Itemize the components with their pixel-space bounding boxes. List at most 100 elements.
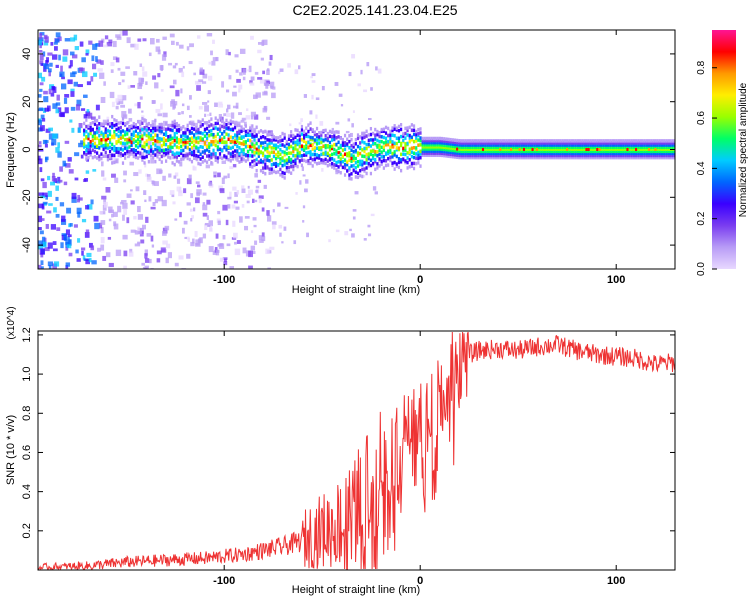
- heatmap-cell: [673, 141, 675, 145]
- heatmap-cell: [650, 153, 653, 158]
- heatmap-cell: [147, 137, 150, 141]
- heatmap-cell: [119, 120, 122, 125]
- heatmap-cell: [180, 134, 183, 138]
- heatmap-cell: [139, 63, 143, 68]
- heatmap-cell: [136, 141, 140, 145]
- heatmap-cell: [219, 243, 223, 246]
- heatmap-cell: [190, 152, 194, 157]
- heatmap-cell: [598, 149, 601, 154]
- heatmap-cell: [47, 190, 52, 197]
- heatmap-cell: [462, 153, 465, 158]
- heatmap-cell: [199, 157, 202, 161]
- heatmap-cell: [357, 83, 361, 87]
- heatmap-cell: [158, 148, 161, 152]
- heatmap-cell: [257, 154, 260, 158]
- heatmap-cell: [624, 149, 627, 154]
- heatmap-cell: [626, 139, 629, 143]
- heatmap-cell: [188, 137, 191, 141]
- heatmap-cell: [121, 153, 125, 157]
- heatmap-cell: [186, 145, 189, 150]
- heatmap-cell: [581, 143, 584, 147]
- heatmap-cell: [234, 149, 237, 153]
- heatmap-cell: [389, 150, 392, 155]
- heatmap-cell: [160, 126, 163, 130]
- heatmap-cell: [161, 199, 167, 207]
- heatmap-cell: [298, 65, 301, 70]
- x-tick-label: 0: [417, 274, 423, 286]
- heatmap-cell: [544, 155, 547, 160]
- heatmap-cell: [113, 129, 116, 134]
- heatmap-cell: [406, 141, 409, 146]
- heatmap-cell: [306, 232, 309, 238]
- heatmap-cell: [199, 136, 202, 140]
- heatmap-cell: [568, 139, 571, 143]
- heatmap-cell: [572, 143, 575, 147]
- heatmap-cell: [456, 155, 459, 159]
- heatmap-cell: [477, 145, 480, 149]
- heatmap-cell: [83, 145, 86, 149]
- heatmap-cell: [234, 140, 237, 144]
- heatmap-cell: [481, 139, 485, 143]
- heatmap-cell: [486, 145, 489, 149]
- heatmap-cell: [374, 133, 377, 137]
- heatmap-cell: [555, 139, 558, 143]
- heatmap-cell: [378, 160, 382, 163]
- heatmap-cell: [180, 144, 183, 149]
- heatmap-cell: [142, 71, 148, 77]
- heatmap-cell: [328, 148, 332, 152]
- heatmap-cell: [525, 145, 528, 149]
- heatmap-cell: [40, 253, 44, 258]
- heatmap-cell: [581, 151, 584, 156]
- heatmap-cell: [356, 151, 360, 155]
- heatmap-cell: [337, 151, 341, 155]
- heatmap-cell: [218, 124, 222, 128]
- heatmap-cell: [290, 171, 293, 175]
- heatmap-cell: [283, 171, 286, 176]
- heatmap-cell: [152, 123, 155, 127]
- heatmap-cell: [179, 44, 184, 49]
- heatmap-cell: [96, 130, 99, 135]
- heatmap-cell: [637, 143, 640, 147]
- heatmap-cell: [542, 151, 545, 156]
- heatmap-cell: [348, 139, 351, 144]
- heatmap-cell: [604, 147, 608, 151]
- heatmap-cell: [481, 149, 485, 154]
- heatmap-cell: [134, 155, 138, 160]
- heatmap-cell: [354, 148, 357, 153]
- heatmap-cell: [67, 244, 72, 249]
- heatmap-cell: [104, 145, 107, 150]
- heatmap-cell: [186, 153, 189, 157]
- heatmap-cell: [415, 161, 418, 166]
- heatmap-cell: [277, 136, 280, 140]
- heatmap-cell: [147, 126, 150, 131]
- heatmap-cell: [272, 150, 276, 154]
- heatmap-cell: [421, 151, 424, 155]
- heatmap-cell: [350, 177, 353, 181]
- heatmap-cell: [367, 152, 370, 156]
- heatmap-cell: [111, 142, 114, 147]
- heatmap-cell: [135, 186, 140, 192]
- heatmap-cell: [71, 54, 78, 59]
- heatmap-cell: [221, 119, 224, 124]
- heatmap-cell: [97, 247, 101, 252]
- heatmap-cell: [578, 153, 582, 158]
- heatmap-cell: [473, 143, 476, 147]
- heatmap-cell: [79, 41, 84, 47]
- heatmap-cell: [443, 141, 446, 145]
- heatmap-cell: [244, 129, 247, 134]
- heatmap-cell: [298, 154, 301, 158]
- heatmap-cell: [208, 61, 212, 65]
- heatmap-cell: [522, 155, 526, 160]
- heatmap-cell: [652, 147, 655, 151]
- colorbar-tick-label: 0.0: [696, 262, 707, 276]
- heatmap-cell: [576, 153, 580, 158]
- heatmap-cell: [217, 220, 221, 226]
- heatmap-cell: [428, 153, 431, 157]
- heatmap-cell: [95, 43, 101, 47]
- heatmap-cell: [305, 140, 308, 145]
- heatmap-cell: [404, 145, 407, 149]
- heatmap-cell: [397, 128, 401, 133]
- heatmap-cell: [143, 148, 146, 153]
- heatmap-cell: [307, 158, 310, 163]
- heatmap-cell: [106, 122, 109, 126]
